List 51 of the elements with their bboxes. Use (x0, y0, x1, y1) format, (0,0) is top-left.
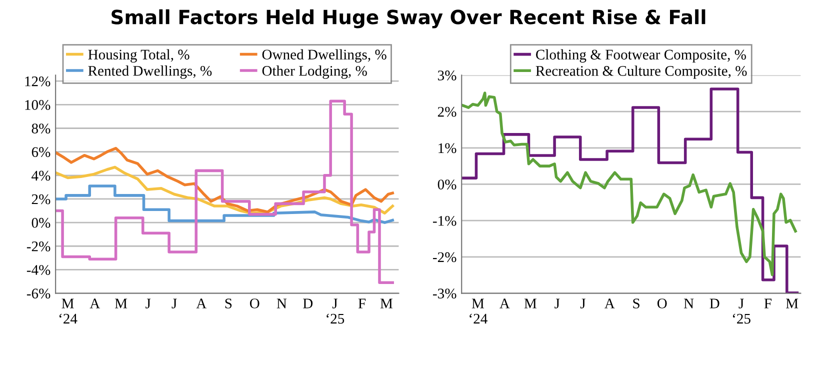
x-tick-label: N (276, 298, 287, 308)
y-tick-label: -2% (432, 252, 456, 262)
y-tick-label: 0% (438, 180, 456, 190)
x-tick-label: N (684, 298, 694, 308)
y-tick-label: -4% (26, 265, 50, 275)
y-tick-label: 8% (32, 124, 50, 134)
x-tick-label: O (657, 298, 667, 308)
x-tick-label: J (172, 298, 177, 308)
x-tick-label: A (500, 298, 510, 308)
x-tick-label: S (633, 298, 640, 308)
line-series (56, 100, 394, 284)
y-tick-label: 6% (32, 147, 50, 158)
y-tick-label: 10% (25, 100, 50, 110)
y-tick-label: 12% (25, 76, 50, 86)
legend-label: Other Lodging, % (262, 66, 367, 79)
y-tick-label: 2% (438, 106, 456, 117)
x-tick-label: O (250, 298, 260, 308)
x-tick-label: F (358, 298, 366, 308)
legend-label: Recreation & Culture Composite, % (536, 66, 747, 79)
y-tick-label: 1% (438, 143, 456, 154)
y-tick-label: 2% (32, 194, 50, 204)
y-tick-label: -1% (432, 216, 456, 226)
x-tick-label: M (380, 298, 393, 308)
x-tick-label: A (604, 298, 615, 308)
x-tick-label: J (146, 298, 151, 308)
x-tick-label: A (196, 298, 207, 308)
legend-label: Clothing & Footwear Composite, % (536, 49, 746, 63)
x-tick-label: D (710, 298, 720, 308)
x-tick-label: M ‘24 (59, 298, 78, 324)
x-tick-label: A (90, 298, 100, 308)
y-tick-label: 3% (438, 70, 456, 80)
y-tick-label: -3% (432, 288, 456, 299)
x-tick-label: M (786, 298, 798, 308)
x-tick-label: J ‘25 (326, 298, 344, 324)
y-tick-label: 4% (32, 170, 50, 181)
x-tick-label: F (764, 298, 772, 308)
legend-label: Housing Total, % (88, 49, 190, 63)
y-tick-label: -6% (26, 288, 50, 299)
x-tick-label: M (524, 298, 537, 308)
y-tick-label: 0% (32, 218, 50, 228)
y-tick-label: -2% (26, 241, 50, 252)
x-tick-label: S (225, 298, 232, 308)
x-tick-label: J (580, 298, 586, 308)
chart-title: Small Factors Held Huge Sway Over Recent Rise & Fall (112, 9, 706, 28)
x-tick-label: J (554, 298, 560, 308)
legend-label: Rented Dwellings, % (88, 66, 212, 79)
legend-label: Owned Dwellings, % (262, 49, 386, 63)
x-tick-label: J ‘25 (732, 298, 750, 324)
x-tick-label: M ‘24 (470, 298, 488, 324)
x-tick-label: D (303, 298, 313, 308)
x-tick-label: M (114, 298, 128, 308)
